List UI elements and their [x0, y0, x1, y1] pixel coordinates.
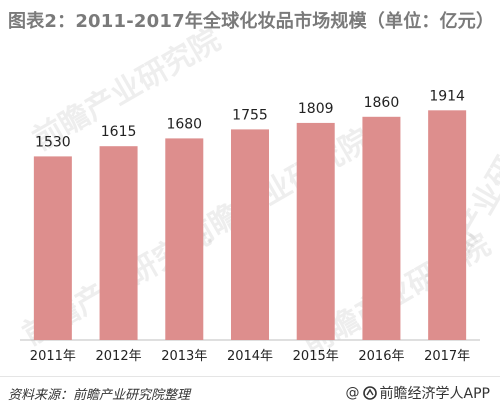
x-tick-label: 2017年 — [424, 349, 470, 364]
x-tick-label: 2013年 — [161, 349, 207, 364]
data-label: 1680 — [166, 116, 202, 132]
source-note: 资料来源：前瞻产业研究院整理 — [8, 388, 191, 403]
bar-2011年 — [33, 156, 72, 340]
x-tick-label: 2015年 — [293, 349, 339, 364]
chart-title: 图表2：2011-2017年全球化妆品市场规模（单位：亿元） — [8, 11, 495, 32]
bar-2012年 — [99, 146, 138, 340]
data-label: 1615 — [101, 124, 137, 140]
credit-text: 前瞻经济学人APP — [379, 386, 490, 402]
data-label: 1755 — [232, 107, 268, 123]
bar-2014年 — [231, 129, 269, 340]
data-label: 1530 — [35, 134, 71, 150]
bar-2015年 — [296, 122, 335, 340]
at-symbol: @ — [345, 385, 360, 401]
bar-2017年 — [428, 110, 467, 340]
x-tick-label: 2012年 — [96, 349, 142, 364]
bar-chart: 1530 2011年 1615 2012年 1680 2013年 1755 2014年 1809… — [20, 88, 480, 364]
bar-2013年 — [165, 138, 204, 340]
data-label: 1809 — [298, 101, 334, 117]
x-tick-label: 2016年 — [358, 349, 404, 364]
data-label: 1914 — [429, 88, 465, 104]
x-tick-label: 2014年 — [227, 349, 273, 364]
brand-logo-icon — [362, 386, 377, 400]
credit: @ 前瞻经济学人APP — [346, 383, 490, 403]
data-label: 1860 — [364, 95, 400, 111]
footer: 资料来源：前瞻产业研究院整理 @ 前瞻经济学人APP — [0, 376, 500, 411]
bar-2016年 — [362, 116, 401, 340]
x-tick-label: 2011年 — [30, 349, 76, 364]
